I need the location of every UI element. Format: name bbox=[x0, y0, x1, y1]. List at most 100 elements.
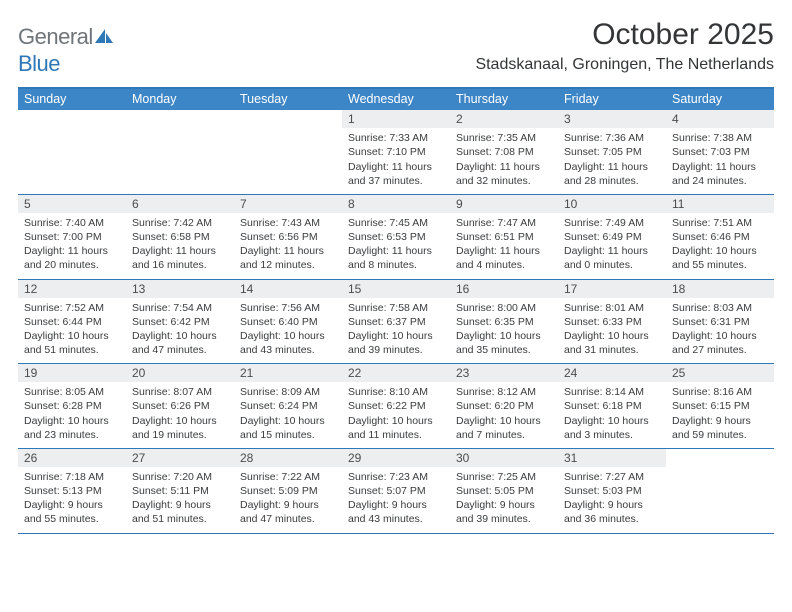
day-number: 27 bbox=[126, 449, 234, 467]
day-number: 11 bbox=[666, 195, 774, 213]
day-details: Sunrise: 8:00 AMSunset: 6:35 PMDaylight:… bbox=[450, 298, 558, 364]
day-cell bbox=[126, 110, 234, 194]
day-cell: 17Sunrise: 8:01 AMSunset: 6:33 PMDayligh… bbox=[558, 280, 666, 364]
day-number: 8 bbox=[342, 195, 450, 213]
day-details: Sunrise: 8:09 AMSunset: 6:24 PMDaylight:… bbox=[234, 382, 342, 448]
day-cell: 16Sunrise: 8:00 AMSunset: 6:35 PMDayligh… bbox=[450, 280, 558, 364]
day-details: Sunrise: 7:58 AMSunset: 6:37 PMDaylight:… bbox=[342, 298, 450, 364]
weekday-header-cell: Sunday bbox=[18, 89, 126, 110]
week-row: 5Sunrise: 7:40 AMSunset: 7:00 PMDaylight… bbox=[18, 195, 774, 280]
day-details: Sunrise: 8:01 AMSunset: 6:33 PMDaylight:… bbox=[558, 298, 666, 364]
day-number: 31 bbox=[558, 449, 666, 467]
day-cell: 6Sunrise: 7:42 AMSunset: 6:58 PMDaylight… bbox=[126, 195, 234, 279]
day-details: Sunrise: 8:03 AMSunset: 6:31 PMDaylight:… bbox=[666, 298, 774, 364]
day-details: Sunrise: 8:07 AMSunset: 6:26 PMDaylight:… bbox=[126, 382, 234, 448]
day-cell: 24Sunrise: 8:14 AMSunset: 6:18 PMDayligh… bbox=[558, 364, 666, 448]
weekday-header-cell: Tuesday bbox=[234, 89, 342, 110]
day-details: Sunrise: 7:25 AMSunset: 5:05 PMDaylight:… bbox=[450, 467, 558, 533]
day-details: Sunrise: 7:40 AMSunset: 7:00 PMDaylight:… bbox=[18, 213, 126, 279]
day-details: Sunrise: 7:36 AMSunset: 7:05 PMDaylight:… bbox=[558, 128, 666, 194]
day-cell bbox=[234, 110, 342, 194]
day-details: Sunrise: 8:16 AMSunset: 6:15 PMDaylight:… bbox=[666, 382, 774, 448]
day-cell: 27Sunrise: 7:20 AMSunset: 5:11 PMDayligh… bbox=[126, 449, 234, 533]
day-number: 12 bbox=[18, 280, 126, 298]
week-row: 26Sunrise: 7:18 AMSunset: 5:13 PMDayligh… bbox=[18, 449, 774, 534]
day-details: Sunrise: 7:38 AMSunset: 7:03 PMDaylight:… bbox=[666, 128, 774, 194]
day-number: 19 bbox=[18, 364, 126, 382]
day-number: 2 bbox=[450, 110, 558, 128]
day-cell: 30Sunrise: 7:25 AMSunset: 5:05 PMDayligh… bbox=[450, 449, 558, 533]
day-details: Sunrise: 7:54 AMSunset: 6:42 PMDaylight:… bbox=[126, 298, 234, 364]
day-number: 10 bbox=[558, 195, 666, 213]
day-cell: 19Sunrise: 8:05 AMSunset: 6:28 PMDayligh… bbox=[18, 364, 126, 448]
day-number: 3 bbox=[558, 110, 666, 128]
weekday-header-cell: Wednesday bbox=[342, 89, 450, 110]
day-cell: 31Sunrise: 7:27 AMSunset: 5:03 PMDayligh… bbox=[558, 449, 666, 533]
day-number: 16 bbox=[450, 280, 558, 298]
day-cell: 20Sunrise: 8:07 AMSunset: 6:26 PMDayligh… bbox=[126, 364, 234, 448]
calendar-table: SundayMondayTuesdayWednesdayThursdayFrid… bbox=[18, 87, 774, 533]
day-cell: 26Sunrise: 7:18 AMSunset: 5:13 PMDayligh… bbox=[18, 449, 126, 533]
day-cell: 5Sunrise: 7:40 AMSunset: 7:00 PMDaylight… bbox=[18, 195, 126, 279]
weekday-header-cell: Saturday bbox=[666, 89, 774, 110]
day-cell: 23Sunrise: 8:12 AMSunset: 6:20 PMDayligh… bbox=[450, 364, 558, 448]
day-number: 26 bbox=[18, 449, 126, 467]
day-cell: 12Sunrise: 7:52 AMSunset: 6:44 PMDayligh… bbox=[18, 280, 126, 364]
page-title: October 2025 bbox=[475, 18, 774, 52]
sail-icon bbox=[93, 25, 115, 51]
day-details: Sunrise: 7:23 AMSunset: 5:07 PMDaylight:… bbox=[342, 467, 450, 533]
week-row: 19Sunrise: 8:05 AMSunset: 6:28 PMDayligh… bbox=[18, 364, 774, 449]
day-details: Sunrise: 7:33 AMSunset: 7:10 PMDaylight:… bbox=[342, 128, 450, 194]
day-number: 14 bbox=[234, 280, 342, 298]
day-cell: 28Sunrise: 7:22 AMSunset: 5:09 PMDayligh… bbox=[234, 449, 342, 533]
location-text: Stadskanaal, Groningen, The Netherlands bbox=[475, 56, 774, 74]
day-details: Sunrise: 7:43 AMSunset: 6:56 PMDaylight:… bbox=[234, 213, 342, 279]
day-cell: 13Sunrise: 7:54 AMSunset: 6:42 PMDayligh… bbox=[126, 280, 234, 364]
day-details: Sunrise: 7:49 AMSunset: 6:49 PMDaylight:… bbox=[558, 213, 666, 279]
day-cell: 11Sunrise: 7:51 AMSunset: 6:46 PMDayligh… bbox=[666, 195, 774, 279]
day-cell: 8Sunrise: 7:45 AMSunset: 6:53 PMDaylight… bbox=[342, 195, 450, 279]
day-number: 6 bbox=[126, 195, 234, 213]
day-details: Sunrise: 8:14 AMSunset: 6:18 PMDaylight:… bbox=[558, 382, 666, 448]
day-number: 7 bbox=[234, 195, 342, 213]
day-details: Sunrise: 7:20 AMSunset: 5:11 PMDaylight:… bbox=[126, 467, 234, 533]
day-cell: 14Sunrise: 7:56 AMSunset: 6:40 PMDayligh… bbox=[234, 280, 342, 364]
weekday-header-cell: Friday bbox=[558, 89, 666, 110]
day-number: 23 bbox=[450, 364, 558, 382]
week-row: 1Sunrise: 7:33 AMSunset: 7:10 PMDaylight… bbox=[18, 110, 774, 195]
weekday-header-cell: Monday bbox=[126, 89, 234, 110]
day-number: 15 bbox=[342, 280, 450, 298]
day-cell: 22Sunrise: 8:10 AMSunset: 6:22 PMDayligh… bbox=[342, 364, 450, 448]
day-details: Sunrise: 7:56 AMSunset: 6:40 PMDaylight:… bbox=[234, 298, 342, 364]
day-details: Sunrise: 7:35 AMSunset: 7:08 PMDaylight:… bbox=[450, 128, 558, 194]
day-cell: 18Sunrise: 8:03 AMSunset: 6:31 PMDayligh… bbox=[666, 280, 774, 364]
day-cell: 25Sunrise: 8:16 AMSunset: 6:15 PMDayligh… bbox=[666, 364, 774, 448]
day-details: Sunrise: 8:10 AMSunset: 6:22 PMDaylight:… bbox=[342, 382, 450, 448]
day-details: Sunrise: 7:45 AMSunset: 6:53 PMDaylight:… bbox=[342, 213, 450, 279]
day-number: 30 bbox=[450, 449, 558, 467]
weekday-header-row: SundayMondayTuesdayWednesdayThursdayFrid… bbox=[18, 89, 774, 110]
day-cell: 21Sunrise: 8:09 AMSunset: 6:24 PMDayligh… bbox=[234, 364, 342, 448]
day-cell: 15Sunrise: 7:58 AMSunset: 6:37 PMDayligh… bbox=[342, 280, 450, 364]
weekday-header-cell: Thursday bbox=[450, 89, 558, 110]
day-cell: 3Sunrise: 7:36 AMSunset: 7:05 PMDaylight… bbox=[558, 110, 666, 194]
day-details: Sunrise: 8:05 AMSunset: 6:28 PMDaylight:… bbox=[18, 382, 126, 448]
day-cell bbox=[666, 449, 774, 533]
day-number: 4 bbox=[666, 110, 774, 128]
day-details: Sunrise: 7:52 AMSunset: 6:44 PMDaylight:… bbox=[18, 298, 126, 364]
day-cell: 7Sunrise: 7:43 AMSunset: 6:56 PMDaylight… bbox=[234, 195, 342, 279]
week-row: 12Sunrise: 7:52 AMSunset: 6:44 PMDayligh… bbox=[18, 280, 774, 365]
day-number: 24 bbox=[558, 364, 666, 382]
day-details: Sunrise: 7:27 AMSunset: 5:03 PMDaylight:… bbox=[558, 467, 666, 533]
day-number: 20 bbox=[126, 364, 234, 382]
day-number: 17 bbox=[558, 280, 666, 298]
day-number: 25 bbox=[666, 364, 774, 382]
brand-part2: Blue bbox=[18, 51, 60, 76]
day-number: 29 bbox=[342, 449, 450, 467]
day-cell: 9Sunrise: 7:47 AMSunset: 6:51 PMDaylight… bbox=[450, 195, 558, 279]
day-details: Sunrise: 8:12 AMSunset: 6:20 PMDaylight:… bbox=[450, 382, 558, 448]
brand-part1: General bbox=[18, 24, 93, 49]
day-number: 5 bbox=[18, 195, 126, 213]
day-cell: 4Sunrise: 7:38 AMSunset: 7:03 PMDaylight… bbox=[666, 110, 774, 194]
day-number: 1 bbox=[342, 110, 450, 128]
